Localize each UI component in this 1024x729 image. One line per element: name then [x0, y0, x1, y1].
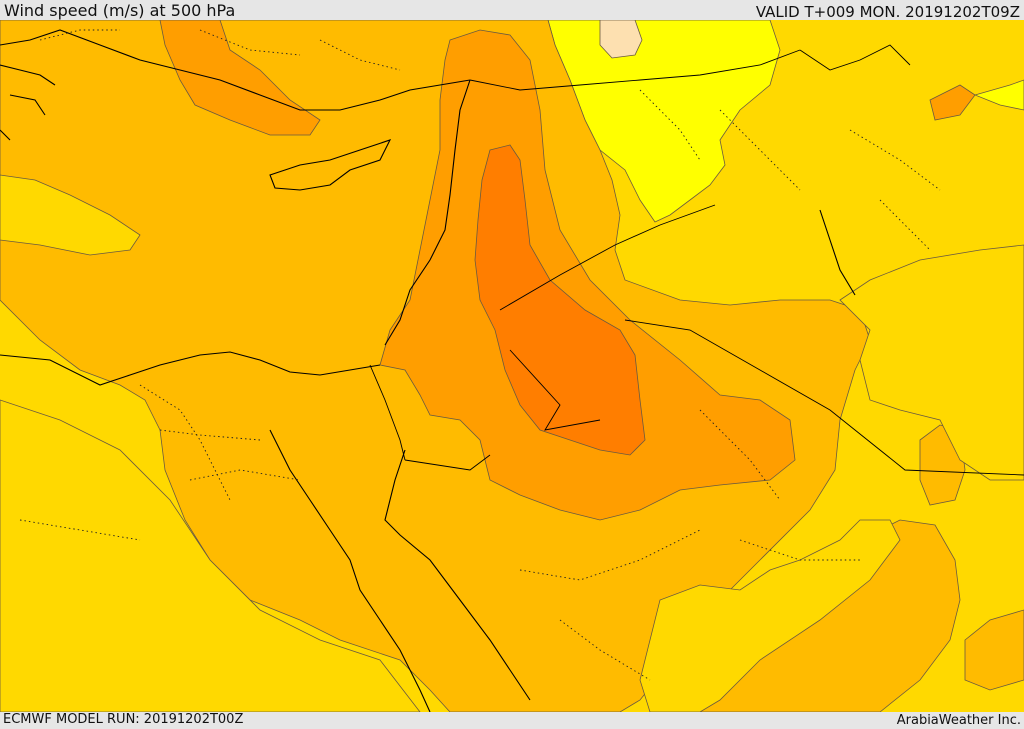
- map-header: Wind speed (m/s) at 500 hPa VALID T+009 …: [0, 0, 1024, 20]
- credit-label: ArabiaWeather Inc.: [896, 713, 1021, 728]
- coastline-cyprus: [269, 139, 392, 191]
- wind-zone-light-east: [973, 79, 1024, 111]
- coastline-aegean-islands: [0, 64, 56, 141]
- wind-zone-very-light: [599, 20, 643, 59]
- wind-zone-base-southeast-lobe: [639, 519, 901, 712]
- valid-time: VALID T+009 MON. 20191202T09Z: [755, 3, 1020, 21]
- map-title: Wind speed (m/s) at 500 hPa: [4, 1, 236, 20]
- border-jordan-saudi: [509, 349, 601, 431]
- admin-boundaries-saudi: [519, 409, 860, 681]
- border-egypt-israel: [369, 364, 406, 461]
- wind-zone-base-east-lobe: [839, 244, 1024, 481]
- wind-zone-strong-north: [159, 20, 321, 136]
- weather-map[interactable]: [0, 20, 1024, 712]
- admin-boundaries-turkey: [39, 29, 401, 71]
- border-saudi-jordan-south: [404, 454, 491, 471]
- border-iraq-kuwait: [624, 319, 1024, 476]
- coastline-levant: [384, 79, 471, 346]
- border-syria-turkey: [469, 49, 801, 91]
- wind-zone-medium-far-east: [964, 609, 1024, 691]
- wind-zone-strong: [379, 29, 796, 521]
- coastline-gulf: [819, 209, 856, 296]
- coastline-turkey: [0, 29, 471, 111]
- model-run-label: ECMWF MODEL RUN: 20191202T00Z: [3, 712, 244, 727]
- wind-zone-strong-spot: [929, 84, 976, 121]
- wind-zone-base-south-lobe: [0, 399, 421, 712]
- border-saudi-iraq: [499, 204, 716, 311]
- wind-zone-strongest: [474, 144, 646, 456]
- border-iran: [799, 44, 911, 71]
- wind-speed-map-svg: [0, 20, 1024, 712]
- coastline-red-sea-east: [384, 449, 531, 701]
- coastline-red-sea: [269, 429, 431, 712]
- map-footer: ECMWF MODEL RUN: 20191202T00Z ArabiaWeat…: [0, 712, 1024, 729]
- coastline-egypt-north: [0, 351, 381, 386]
- wind-zone-base-west-lobe: [0, 174, 141, 256]
